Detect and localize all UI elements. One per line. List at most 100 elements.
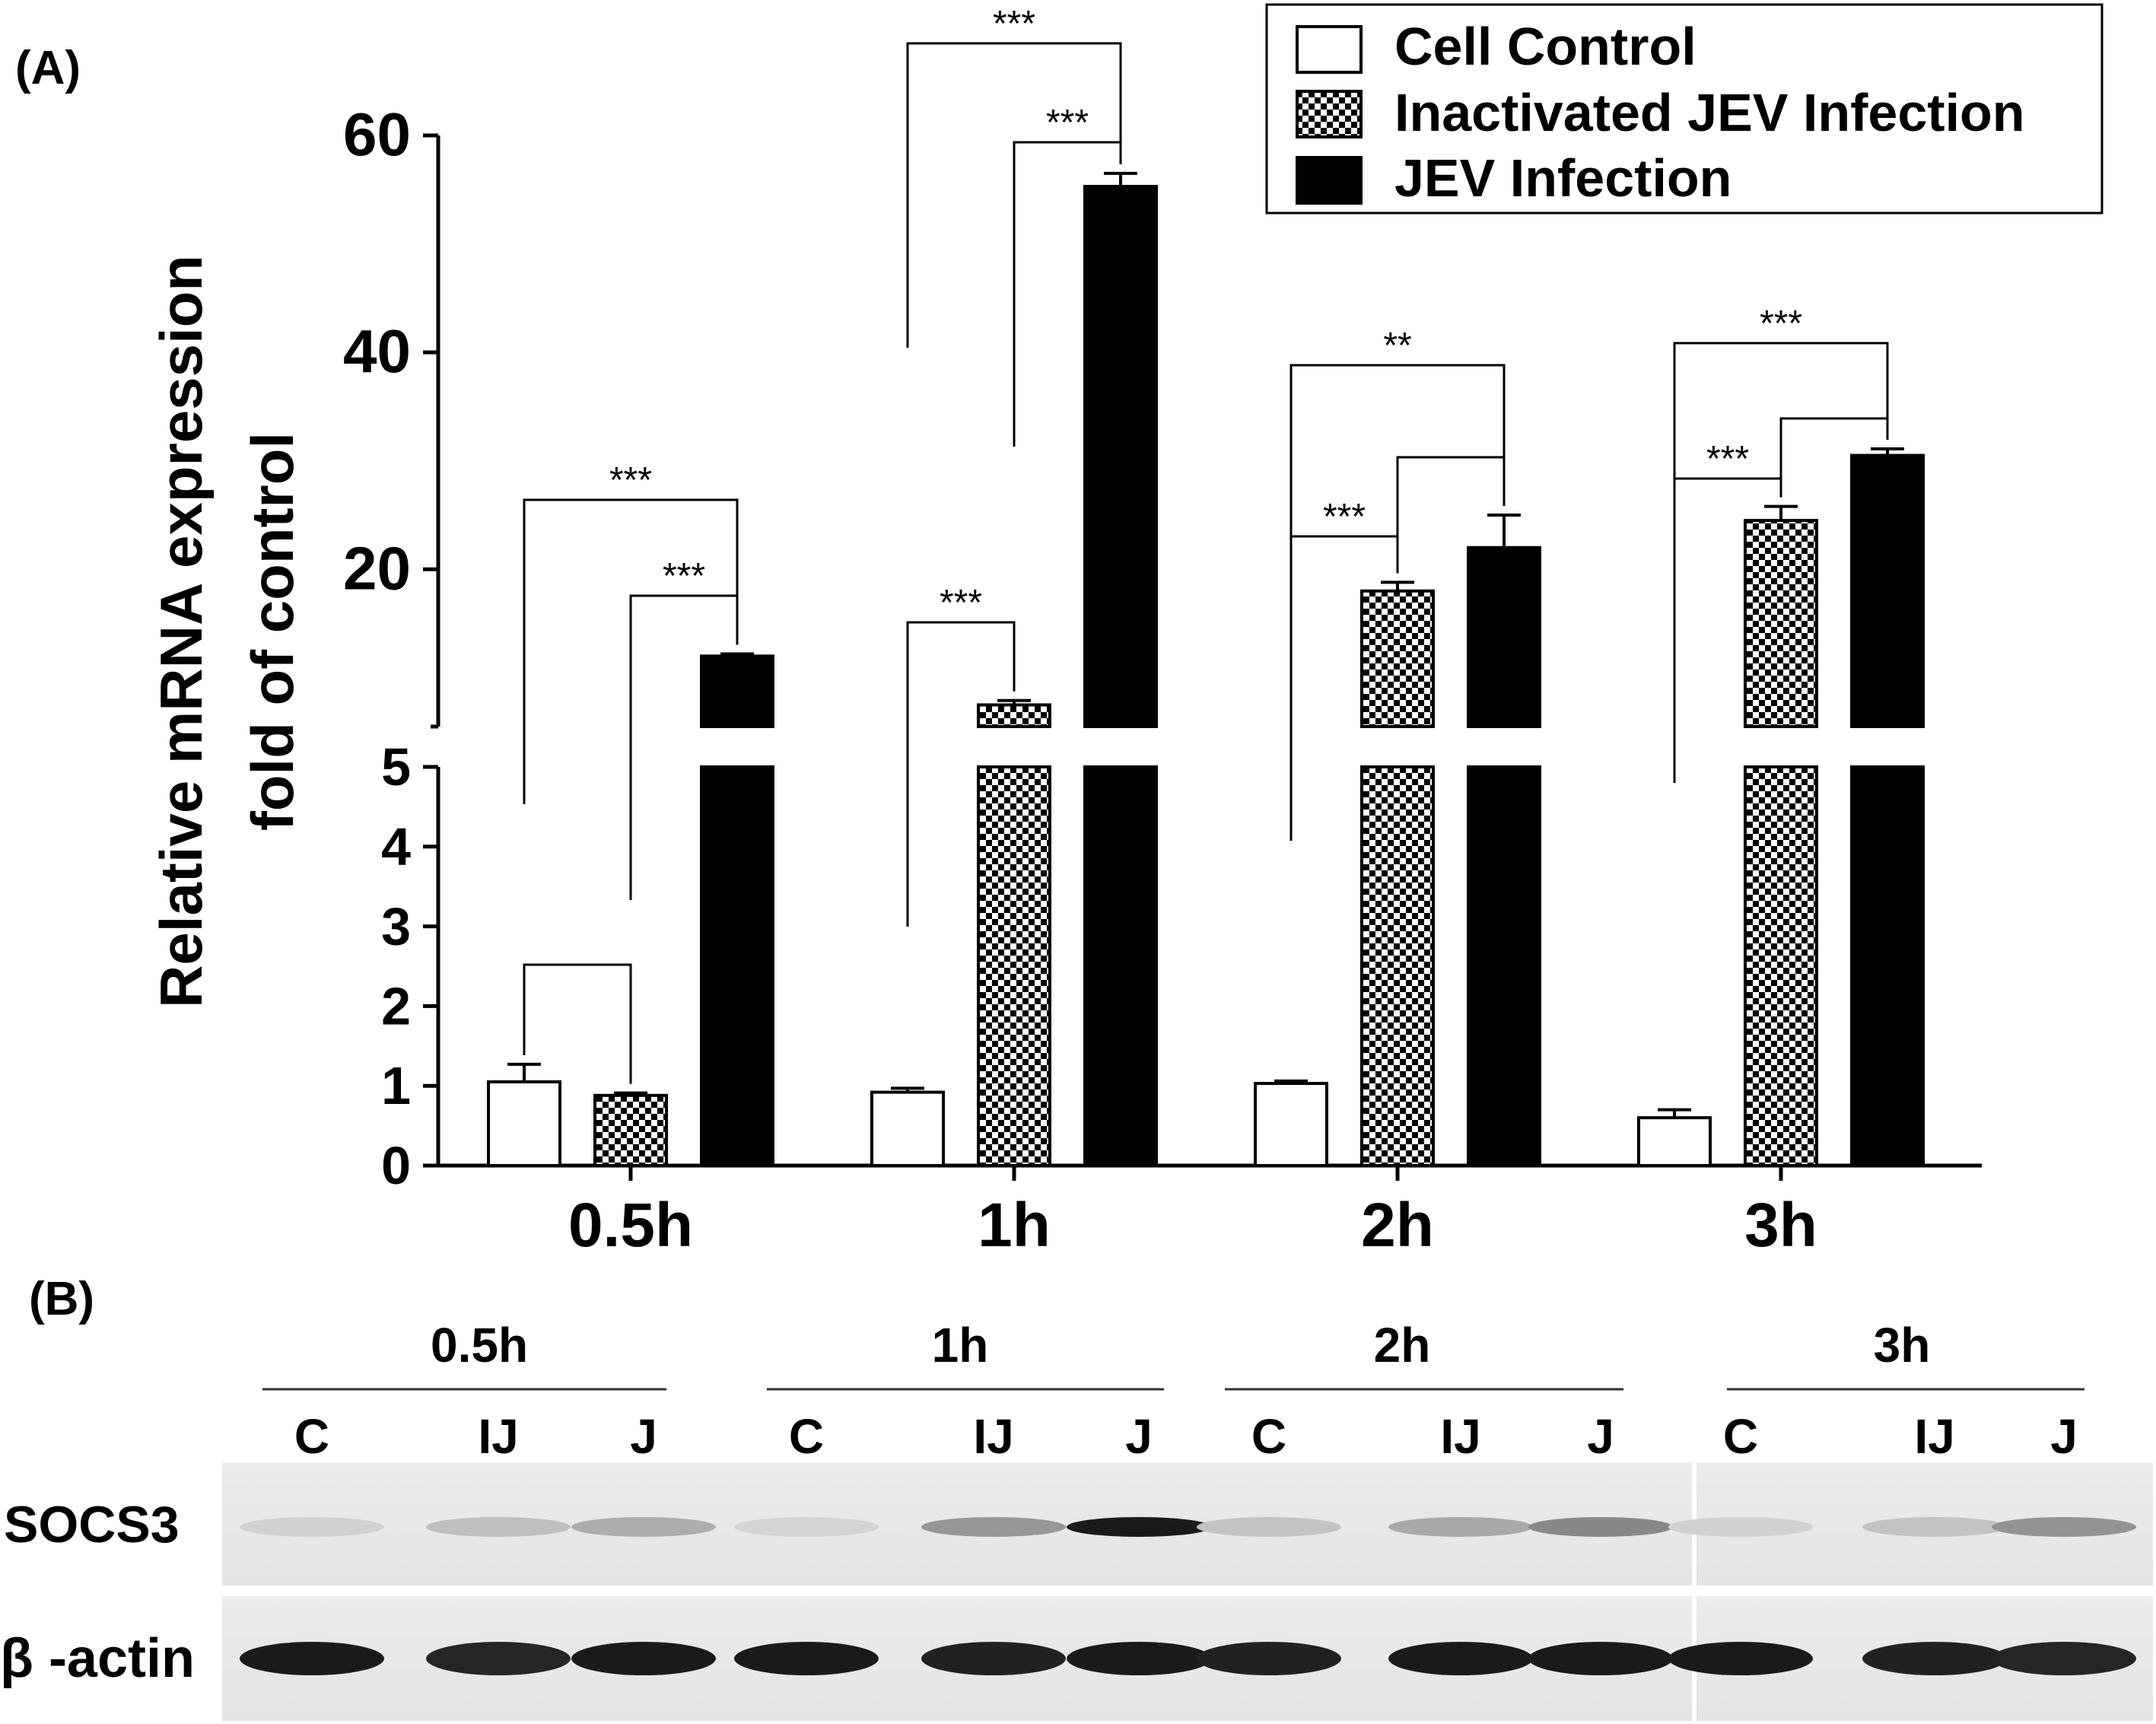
blot-band [1862,1642,2007,1675]
blot-lane-label: J [2050,1409,2078,1464]
bar [1467,546,1541,728]
legend-label: Inactivated JEV Infection [1394,83,2025,142]
x-tick-label: 0.5h [568,1191,693,1260]
significance-bracket [1289,364,1506,670]
bar [700,654,774,728]
blot-lane-label: C [294,1409,329,1464]
blot-band [1197,1642,1341,1675]
blot-band [1528,1642,1673,1675]
blot-band [1528,1517,1673,1537]
blot-lane-label: IJ [478,1409,518,1464]
blot-band [1388,1517,1533,1537]
significance-label: *** [1323,497,1366,537]
blot-lane-label: J [1587,1409,1614,1464]
axes [436,135,1982,1168]
blot-lane-label: C [789,1409,824,1464]
bar [487,1080,561,1167]
legend-swatch-checkered [1296,90,1363,138]
blot-row-label: SOCS3 [4,1496,180,1554]
bar [1850,453,1925,729]
bar [1360,765,1435,1167]
bar [593,1093,668,1167]
blot-band [734,1642,879,1675]
blot-lane-label: J [1125,1409,1153,1464]
significance-label: *** [993,4,1035,44]
bar [1467,765,1541,1167]
blot-band [1668,1642,1813,1675]
blot-timepoint-label: 3h [1874,1318,1931,1373]
bar [977,703,1051,729]
blot-band [734,1517,879,1537]
significance-bracket [1013,141,1122,447]
panel-b-label: (B) [29,1273,94,1325]
legend-box [1265,3,2104,215]
y-tick-label: 0 [381,1136,411,1195]
x-tick-label: 3h [1744,1191,1817,1260]
y-tick-label: 2 [381,976,411,1035]
blot-lane-label: C [1251,1409,1286,1464]
x-tick-labels: 0.5h 1h 2h 3h [568,1166,1817,1260]
legend-label: Cell Control [1394,17,1696,76]
significance-label: *** [1046,103,1089,143]
blot-timepoint-label: 0.5h [431,1318,528,1373]
blot-band [921,1642,1066,1675]
bar [1744,519,1818,728]
blot-band [426,1642,571,1675]
blot-band [1067,1517,1211,1537]
significance-bracket [1289,535,1399,841]
blot-band [240,1517,384,1537]
bar [1637,1116,1712,1167]
blot-lane-label: C [1723,1409,1758,1464]
bars [487,171,1925,1168]
blot-band [1992,1517,2136,1537]
blot-band [1197,1517,1341,1537]
y-tick-label: 5 [381,737,411,797]
y-axis-title-line1: Relative mRNA expression [148,255,215,1008]
blot-lane-label: IJ [973,1409,1013,1464]
panel-a-label: (A) [15,42,81,94]
y-tick-label: 1 [381,1056,411,1115]
y-axis-title-line2: fold of control [239,432,306,831]
x-tick-label: 1h [978,1191,1051,1260]
y-tick-label: 40 [343,317,411,385]
significance-label: *** [663,556,705,596]
significance-bracket [906,42,1122,348]
significance-label: *** [609,460,652,501]
bar [1850,765,1925,1167]
y-tick-label: 4 [381,817,411,876]
bar [1360,589,1435,729]
significance-label: ** [1383,326,1411,366]
legend-swatch-open [1296,25,1363,74]
bar [700,765,774,1167]
significance-label: *** [1760,304,1802,344]
y-tick-label: 60 [343,100,411,168]
bar [1083,185,1158,729]
blot-band [571,1517,716,1537]
significance-bracket [1779,417,1889,498]
bar [870,1090,945,1167]
blot-row-label: β -actin [0,1628,195,1689]
bar [977,765,1051,1167]
legend-label: JEV Infection [1394,148,1731,208]
blot-timepoint-label: 1h [932,1318,989,1373]
significance-bracket [1396,456,1506,574]
y-ticks: 0 1 2 3 4 5 20 40 60 [343,100,438,1195]
blot-lane-label: J [630,1409,657,1464]
significance-brackets: ************************** [523,4,1889,1084]
bar [1083,765,1158,1167]
blot-band [240,1642,384,1675]
blot-band [426,1517,571,1537]
blot-band [1668,1517,1813,1537]
significance-label: *** [1706,439,1749,479]
blot-timepoint-label: 2h [1374,1318,1431,1373]
legend: Cell Control Inactivated JEV Infection J… [1265,3,2104,215]
x-tick-label: 2h [1361,1191,1434,1260]
bar [1254,1082,1328,1168]
blot-lane-label: IJ [1440,1409,1480,1464]
blot-band [1067,1642,1211,1675]
blot-band [1388,1642,1533,1675]
blot-band [1992,1642,2136,1675]
blot-band [1862,1517,2007,1537]
blot-band [921,1517,1066,1537]
